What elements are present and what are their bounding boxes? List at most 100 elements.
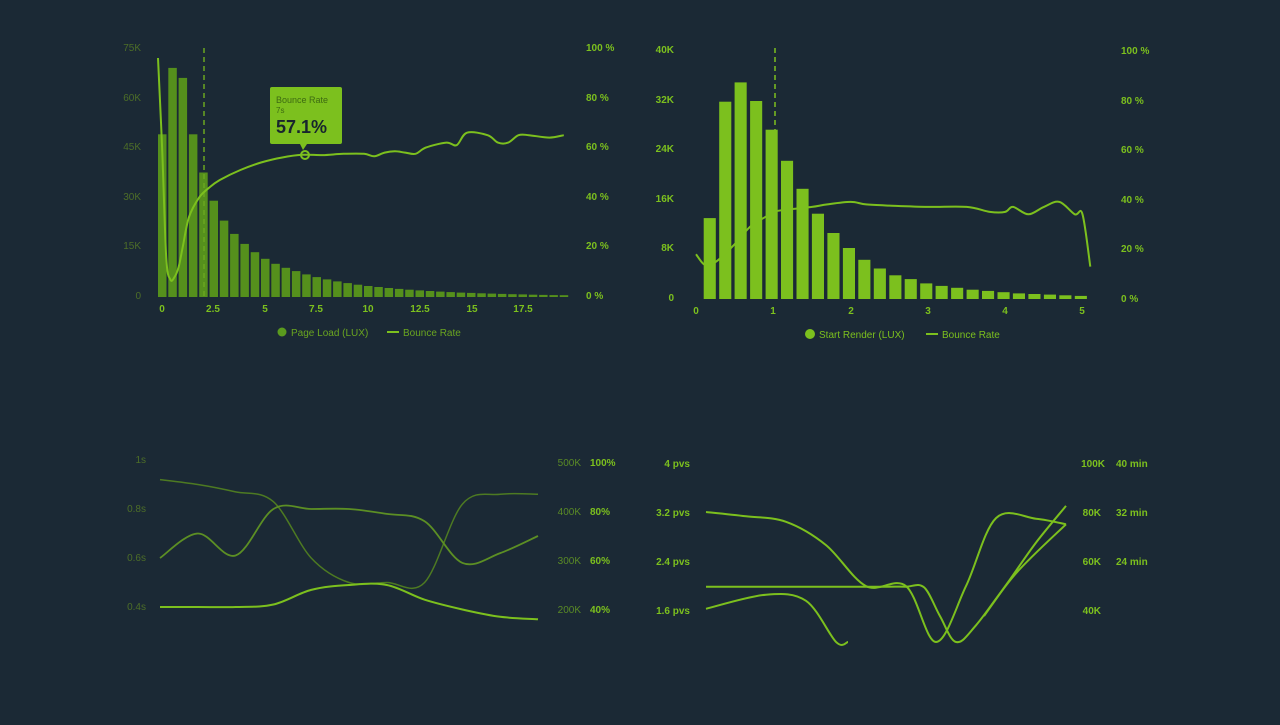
x-tick: 0 xyxy=(693,306,699,317)
y-tick: 75K xyxy=(123,43,141,54)
bar xyxy=(528,294,538,297)
y3-tick: 32 min xyxy=(1116,508,1148,519)
y-tick: 2.4 pvs xyxy=(656,557,690,568)
x-tick: 3 xyxy=(925,306,931,317)
bar xyxy=(873,268,886,299)
load-time-line xyxy=(159,478,539,590)
y3-tick: 24 min xyxy=(1116,557,1148,568)
bar xyxy=(935,285,948,299)
y2-tick: 200K xyxy=(558,605,582,616)
bar xyxy=(188,134,198,297)
bar xyxy=(796,188,809,299)
y-tick: 15K xyxy=(123,241,141,252)
page-load-chart: 75K 60K 45K 30K 15K 0 100 % 80 % 60 % 40… xyxy=(123,43,614,339)
y-tick: 3.2 pvs xyxy=(656,508,690,519)
bar xyxy=(1059,295,1072,299)
bar xyxy=(240,243,249,297)
y-tick: 0.4s xyxy=(127,602,146,613)
y-tick: 60K xyxy=(123,93,141,104)
bar xyxy=(811,213,824,299)
x-tick: 5 xyxy=(1079,306,1085,317)
x-tick: 2 xyxy=(848,306,854,317)
start-render-right-axis: 100 % 80 % 60 % 40 % 20 % 0 % xyxy=(1121,46,1149,305)
y-tick: 0 xyxy=(668,293,674,304)
hover-point-icon xyxy=(300,150,310,160)
tooltip-box xyxy=(270,87,342,144)
legend-bar-label: Page Load (LUX) xyxy=(291,328,368,339)
bar xyxy=(539,294,548,297)
y-tick: 0.6s xyxy=(127,553,146,564)
lines-b-right-axis-1: 100K 80K 60K 40K xyxy=(1081,459,1106,617)
y2-tick: 60 % xyxy=(1121,145,1144,156)
y-tick: 8K xyxy=(661,243,675,254)
bar xyxy=(250,252,260,297)
x-tick: 17.5 xyxy=(513,304,533,315)
bar xyxy=(230,233,239,297)
y-tick: 30K xyxy=(123,192,141,203)
y2-tick: 500K xyxy=(558,458,582,469)
bar xyxy=(158,134,167,297)
start-render-bounce-line xyxy=(695,200,1092,267)
bar xyxy=(842,248,855,299)
bar xyxy=(508,294,517,297)
sessions-line xyxy=(159,504,539,566)
bar xyxy=(487,293,497,297)
bar xyxy=(549,295,558,297)
y2-tick: 300K xyxy=(558,556,582,567)
y3-tick: 40% xyxy=(590,605,610,616)
bar xyxy=(827,233,840,299)
y2-tick: 100K xyxy=(1081,459,1106,470)
pvs-a-line xyxy=(705,511,1067,644)
legend-line-label: Bounce Rate xyxy=(942,330,1000,341)
y2-tick: 400K xyxy=(558,507,582,518)
y2-tick: 100 % xyxy=(586,43,614,54)
y-tick: 1s xyxy=(135,455,146,466)
legend-dot-icon xyxy=(805,329,815,339)
y2-tick: 20 % xyxy=(1121,244,1144,255)
bar xyxy=(858,259,871,299)
bar xyxy=(982,290,995,299)
bar xyxy=(415,290,424,297)
bar xyxy=(219,220,229,297)
bar xyxy=(951,287,964,299)
page-load-bounce-line xyxy=(157,57,564,282)
y-tick: 0.8s xyxy=(127,504,146,515)
bar xyxy=(394,288,404,297)
start-render-x-axis: 0 1 2 3 4 5 xyxy=(693,306,1085,317)
bar xyxy=(920,283,933,299)
y2-tick: 60 % xyxy=(586,142,609,153)
bar xyxy=(467,292,476,297)
bar xyxy=(322,279,332,297)
y-tick: 0 xyxy=(135,291,141,302)
bar xyxy=(353,284,363,297)
bar xyxy=(374,287,383,297)
x-tick: 2.5 xyxy=(206,304,220,315)
bar xyxy=(703,218,716,299)
bar xyxy=(1012,293,1025,299)
bar xyxy=(750,101,763,299)
bar xyxy=(781,160,794,299)
y2-tick: 0 % xyxy=(1121,294,1138,305)
bar xyxy=(904,279,917,299)
bar xyxy=(765,129,778,299)
y-tick: 24K xyxy=(656,144,675,155)
x-tick: 5 xyxy=(262,304,268,315)
y2-tick: 20 % xyxy=(586,241,609,252)
bar xyxy=(302,274,311,297)
bar xyxy=(333,281,342,297)
tooltip-value: 57.1% xyxy=(276,117,327,137)
y2-tick: 40K xyxy=(1083,606,1102,617)
bar xyxy=(518,294,527,297)
bar xyxy=(364,286,373,297)
bar xyxy=(966,289,979,299)
y2-tick: 80 % xyxy=(586,93,609,104)
bounce-line xyxy=(159,582,539,621)
bar xyxy=(291,271,301,297)
bar xyxy=(178,77,188,298)
start-render-chart: 40K 32K 24K 16K 8K 0 100 % 80 % 60 % 40 … xyxy=(656,45,1150,341)
bar xyxy=(209,200,218,297)
bar xyxy=(312,277,321,297)
bar xyxy=(168,67,177,298)
bar xyxy=(425,291,435,297)
